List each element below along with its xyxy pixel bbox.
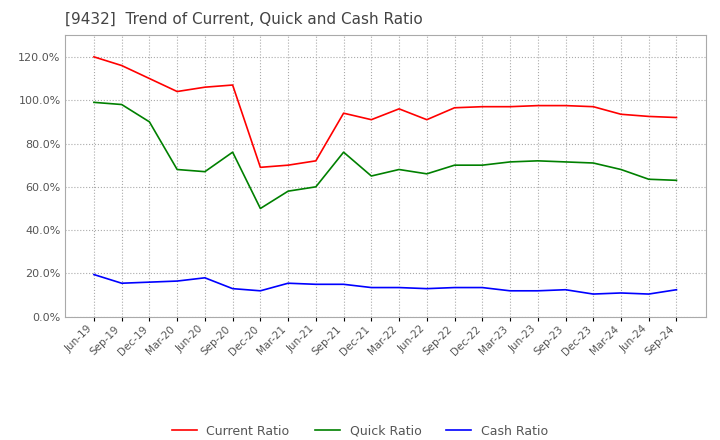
- Quick Ratio: [561, 159, 570, 165]
- Line: Quick Ratio: Quick Ratio: [94, 103, 677, 209]
- Quick Ratio: [228, 150, 237, 155]
- Current Ratio: [117, 63, 126, 68]
- Current Ratio: [423, 117, 431, 122]
- Cash Ratio: [672, 287, 681, 292]
- Cash Ratio: [450, 285, 459, 290]
- Quick Ratio: [395, 167, 403, 172]
- Quick Ratio: [616, 167, 625, 172]
- Current Ratio: [312, 158, 320, 164]
- Quick Ratio: [256, 206, 265, 211]
- Quick Ratio: [145, 119, 154, 125]
- Quick Ratio: [589, 160, 598, 165]
- Text: [9432]  Trend of Current, Quick and Cash Ratio: [9432] Trend of Current, Quick and Cash …: [65, 12, 423, 27]
- Cash Ratio: [228, 286, 237, 291]
- Current Ratio: [561, 103, 570, 108]
- Quick Ratio: [117, 102, 126, 107]
- Quick Ratio: [367, 173, 376, 179]
- Cash Ratio: [312, 282, 320, 287]
- Current Ratio: [534, 103, 542, 108]
- Current Ratio: [256, 165, 265, 170]
- Legend: Current Ratio, Quick Ratio, Cash Ratio: Current Ratio, Quick Ratio, Cash Ratio: [166, 420, 554, 440]
- Cash Ratio: [505, 288, 514, 293]
- Quick Ratio: [173, 167, 181, 172]
- Cash Ratio: [534, 288, 542, 293]
- Current Ratio: [589, 104, 598, 109]
- Cash Ratio: [117, 281, 126, 286]
- Cash Ratio: [395, 285, 403, 290]
- Cash Ratio: [478, 285, 487, 290]
- Quick Ratio: [201, 169, 210, 174]
- Quick Ratio: [644, 176, 653, 182]
- Cash Ratio: [284, 281, 292, 286]
- Current Ratio: [672, 115, 681, 120]
- Quick Ratio: [505, 159, 514, 165]
- Current Ratio: [201, 84, 210, 90]
- Line: Cash Ratio: Cash Ratio: [94, 275, 677, 294]
- Quick Ratio: [450, 162, 459, 168]
- Cash Ratio: [589, 291, 598, 297]
- Current Ratio: [367, 117, 376, 122]
- Line: Current Ratio: Current Ratio: [94, 57, 677, 167]
- Current Ratio: [505, 104, 514, 109]
- Cash Ratio: [616, 290, 625, 296]
- Current Ratio: [450, 105, 459, 110]
- Cash Ratio: [173, 279, 181, 284]
- Cash Ratio: [145, 279, 154, 285]
- Cash Ratio: [367, 285, 376, 290]
- Current Ratio: [145, 76, 154, 81]
- Current Ratio: [89, 54, 98, 59]
- Current Ratio: [228, 82, 237, 88]
- Cash Ratio: [256, 288, 265, 293]
- Current Ratio: [284, 162, 292, 168]
- Quick Ratio: [672, 178, 681, 183]
- Current Ratio: [173, 89, 181, 94]
- Quick Ratio: [478, 162, 487, 168]
- Quick Ratio: [339, 150, 348, 155]
- Cash Ratio: [339, 282, 348, 287]
- Quick Ratio: [312, 184, 320, 190]
- Current Ratio: [644, 114, 653, 119]
- Quick Ratio: [423, 171, 431, 176]
- Current Ratio: [395, 106, 403, 111]
- Current Ratio: [616, 112, 625, 117]
- Current Ratio: [339, 110, 348, 116]
- Quick Ratio: [534, 158, 542, 164]
- Quick Ratio: [89, 100, 98, 105]
- Cash Ratio: [644, 291, 653, 297]
- Cash Ratio: [423, 286, 431, 291]
- Cash Ratio: [561, 287, 570, 292]
- Cash Ratio: [201, 275, 210, 280]
- Cash Ratio: [89, 272, 98, 277]
- Current Ratio: [478, 104, 487, 109]
- Quick Ratio: [284, 188, 292, 194]
